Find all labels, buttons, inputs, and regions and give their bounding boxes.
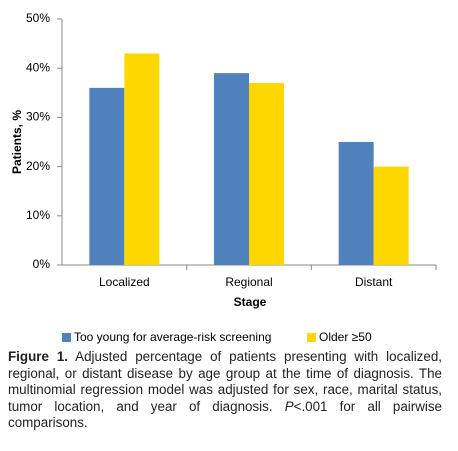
bar	[124, 53, 160, 265]
y-tick-label: 20%	[26, 159, 50, 173]
caption: Figure 1. Adjusted percentage of patient…	[8, 349, 442, 432]
x-axis-label: Stage	[234, 295, 267, 309]
x-tick-label: Localized	[99, 275, 150, 289]
y-tick-label: 40%	[26, 60, 50, 74]
bar	[89, 87, 125, 265]
legend-swatch	[62, 333, 71, 342]
y-tick-label: 10%	[26, 208, 50, 222]
chart: Patients, % Stage 0% 10% 20% 30% 40% 50% Local…	[10, 11, 437, 344]
bar	[373, 166, 409, 265]
y-tick-label: 0%	[33, 257, 51, 271]
y-tick-label: 30%	[26, 110, 50, 124]
caption-label: Figure 1.	[8, 349, 68, 364]
bar	[214, 73, 249, 266]
x-tick-label: Distant	[355, 275, 393, 289]
legend-label: Older ≥50	[319, 330, 372, 344]
bar	[338, 142, 374, 265]
x-tick-label: Regional	[225, 275, 272, 289]
y-axis-label: Patients, %	[10, 110, 24, 174]
caption-p: P	[284, 398, 294, 414]
caption-text: Adjusted percentage of patients presenti…	[8, 349, 442, 414]
y-tick-label: 50%	[26, 11, 50, 25]
legend-label: Too young for average-risk screening	[74, 330, 271, 344]
bar	[249, 82, 284, 266]
legend-swatch	[307, 333, 316, 342]
caption-rest: <.001 for all pairwise comparisons.	[8, 398, 443, 431]
